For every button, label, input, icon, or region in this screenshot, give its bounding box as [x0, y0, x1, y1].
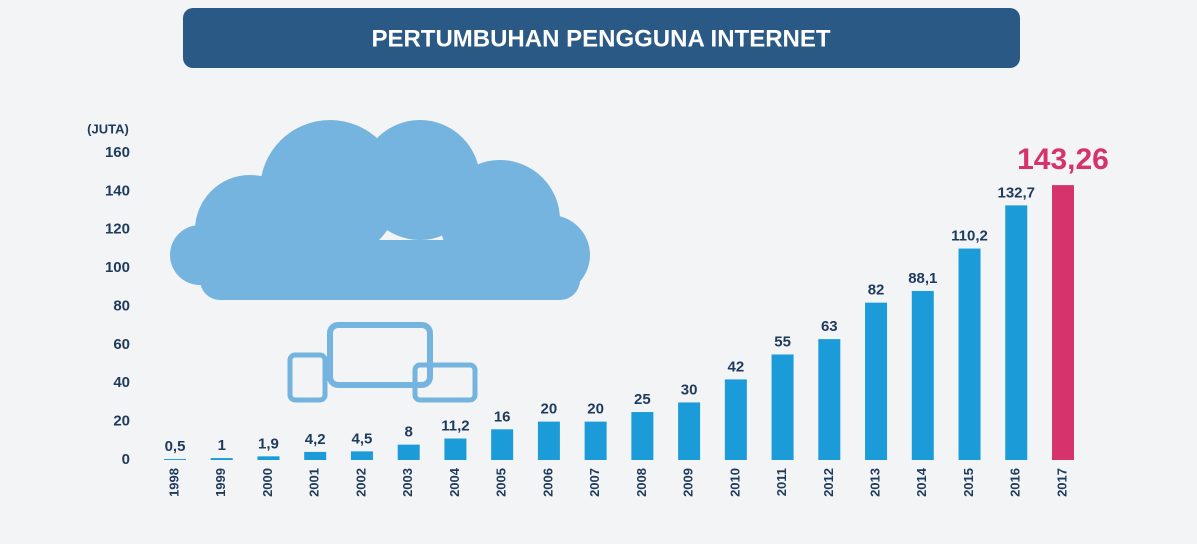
bar	[818, 339, 841, 460]
x-tick-label: 2000	[260, 468, 275, 497]
title-banner	[183, 8, 1020, 68]
y-tick-label: 0	[122, 451, 130, 468]
value-label: 0,5	[165, 438, 186, 455]
x-tick-label: 2003	[400, 468, 415, 497]
x-tick-label: 2002	[353, 468, 368, 497]
bar	[584, 421, 607, 460]
value-label: 88,1	[908, 270, 937, 287]
value-label: 4,5	[352, 430, 373, 447]
value-label: 25	[634, 391, 651, 408]
x-tick-label: 2007	[587, 468, 602, 497]
x-tick-label: 2005	[494, 468, 509, 497]
x-tick-label: 2015	[961, 468, 976, 497]
x-tick-label: 2006	[540, 468, 555, 497]
y-tick-label: 20	[113, 413, 130, 430]
value-label: 11,2	[441, 417, 469, 434]
bar	[444, 438, 467, 460]
value-label: 55	[774, 333, 791, 350]
x-tick-label: 2011	[774, 468, 789, 496]
x-tick-label: 1999	[213, 468, 228, 497]
value-label: 1	[218, 437, 226, 454]
x-tick-label: 1998	[166, 468, 181, 497]
y-tick-label: 40	[113, 374, 130, 391]
value-label: 63	[821, 318, 838, 335]
bar	[164, 459, 186, 460]
bar	[771, 354, 794, 460]
value-label: 132,7	[997, 184, 1035, 201]
y-tick-label: 160	[105, 144, 130, 161]
bar	[865, 302, 888, 460]
bar	[631, 412, 654, 460]
value-label: 20	[541, 401, 558, 418]
x-tick-label: 2016	[1008, 468, 1023, 497]
y-tick-label: 80	[113, 297, 130, 314]
y-tick-label: 140	[105, 182, 130, 199]
y-tick-label: 120	[105, 221, 130, 238]
illustration	[170, 120, 590, 403]
chart-title: PERTUMBUHAN PENGGUNA INTERNET	[371, 25, 830, 52]
value-label: 8	[405, 424, 413, 441]
bar	[1005, 205, 1028, 460]
value-label: 1,9	[258, 435, 279, 452]
bar	[911, 290, 934, 460]
value-label: 82	[868, 282, 885, 299]
x-tick-label: 2014	[914, 467, 929, 497]
bar	[724, 379, 747, 460]
value-label: 16	[494, 408, 511, 425]
x-tick-label: 2012	[821, 468, 836, 497]
bar	[304, 451, 327, 460]
bar	[1052, 185, 1074, 460]
x-tick-label: 2017	[1054, 468, 1069, 497]
value-label: 4,2	[305, 431, 326, 448]
x-tick-label: 2008	[634, 468, 649, 497]
x-tick-label: 2004	[447, 467, 462, 497]
x-tick-label: 2009	[681, 468, 696, 497]
y-tick-label: 100	[105, 259, 130, 276]
value-label: 20	[587, 401, 604, 418]
bar	[257, 456, 280, 460]
bar	[397, 444, 420, 460]
bar	[958, 248, 981, 460]
x-tick-label: 2010	[727, 468, 742, 497]
x-tick-label: 2001	[307, 468, 322, 497]
y-tick-label: 60	[113, 336, 130, 353]
bar	[210, 458, 233, 460]
value-label: 30	[681, 381, 698, 398]
value-label: 110,2	[951, 228, 988, 245]
bar	[491, 429, 514, 460]
x-tick-label: 2013	[867, 468, 882, 497]
bar	[678, 402, 701, 460]
value-label: 42	[727, 358, 744, 375]
bar	[350, 451, 373, 460]
bar	[537, 421, 560, 460]
value-label: 143,26	[1017, 143, 1109, 176]
y-axis-label: (JUTA)	[87, 121, 129, 136]
